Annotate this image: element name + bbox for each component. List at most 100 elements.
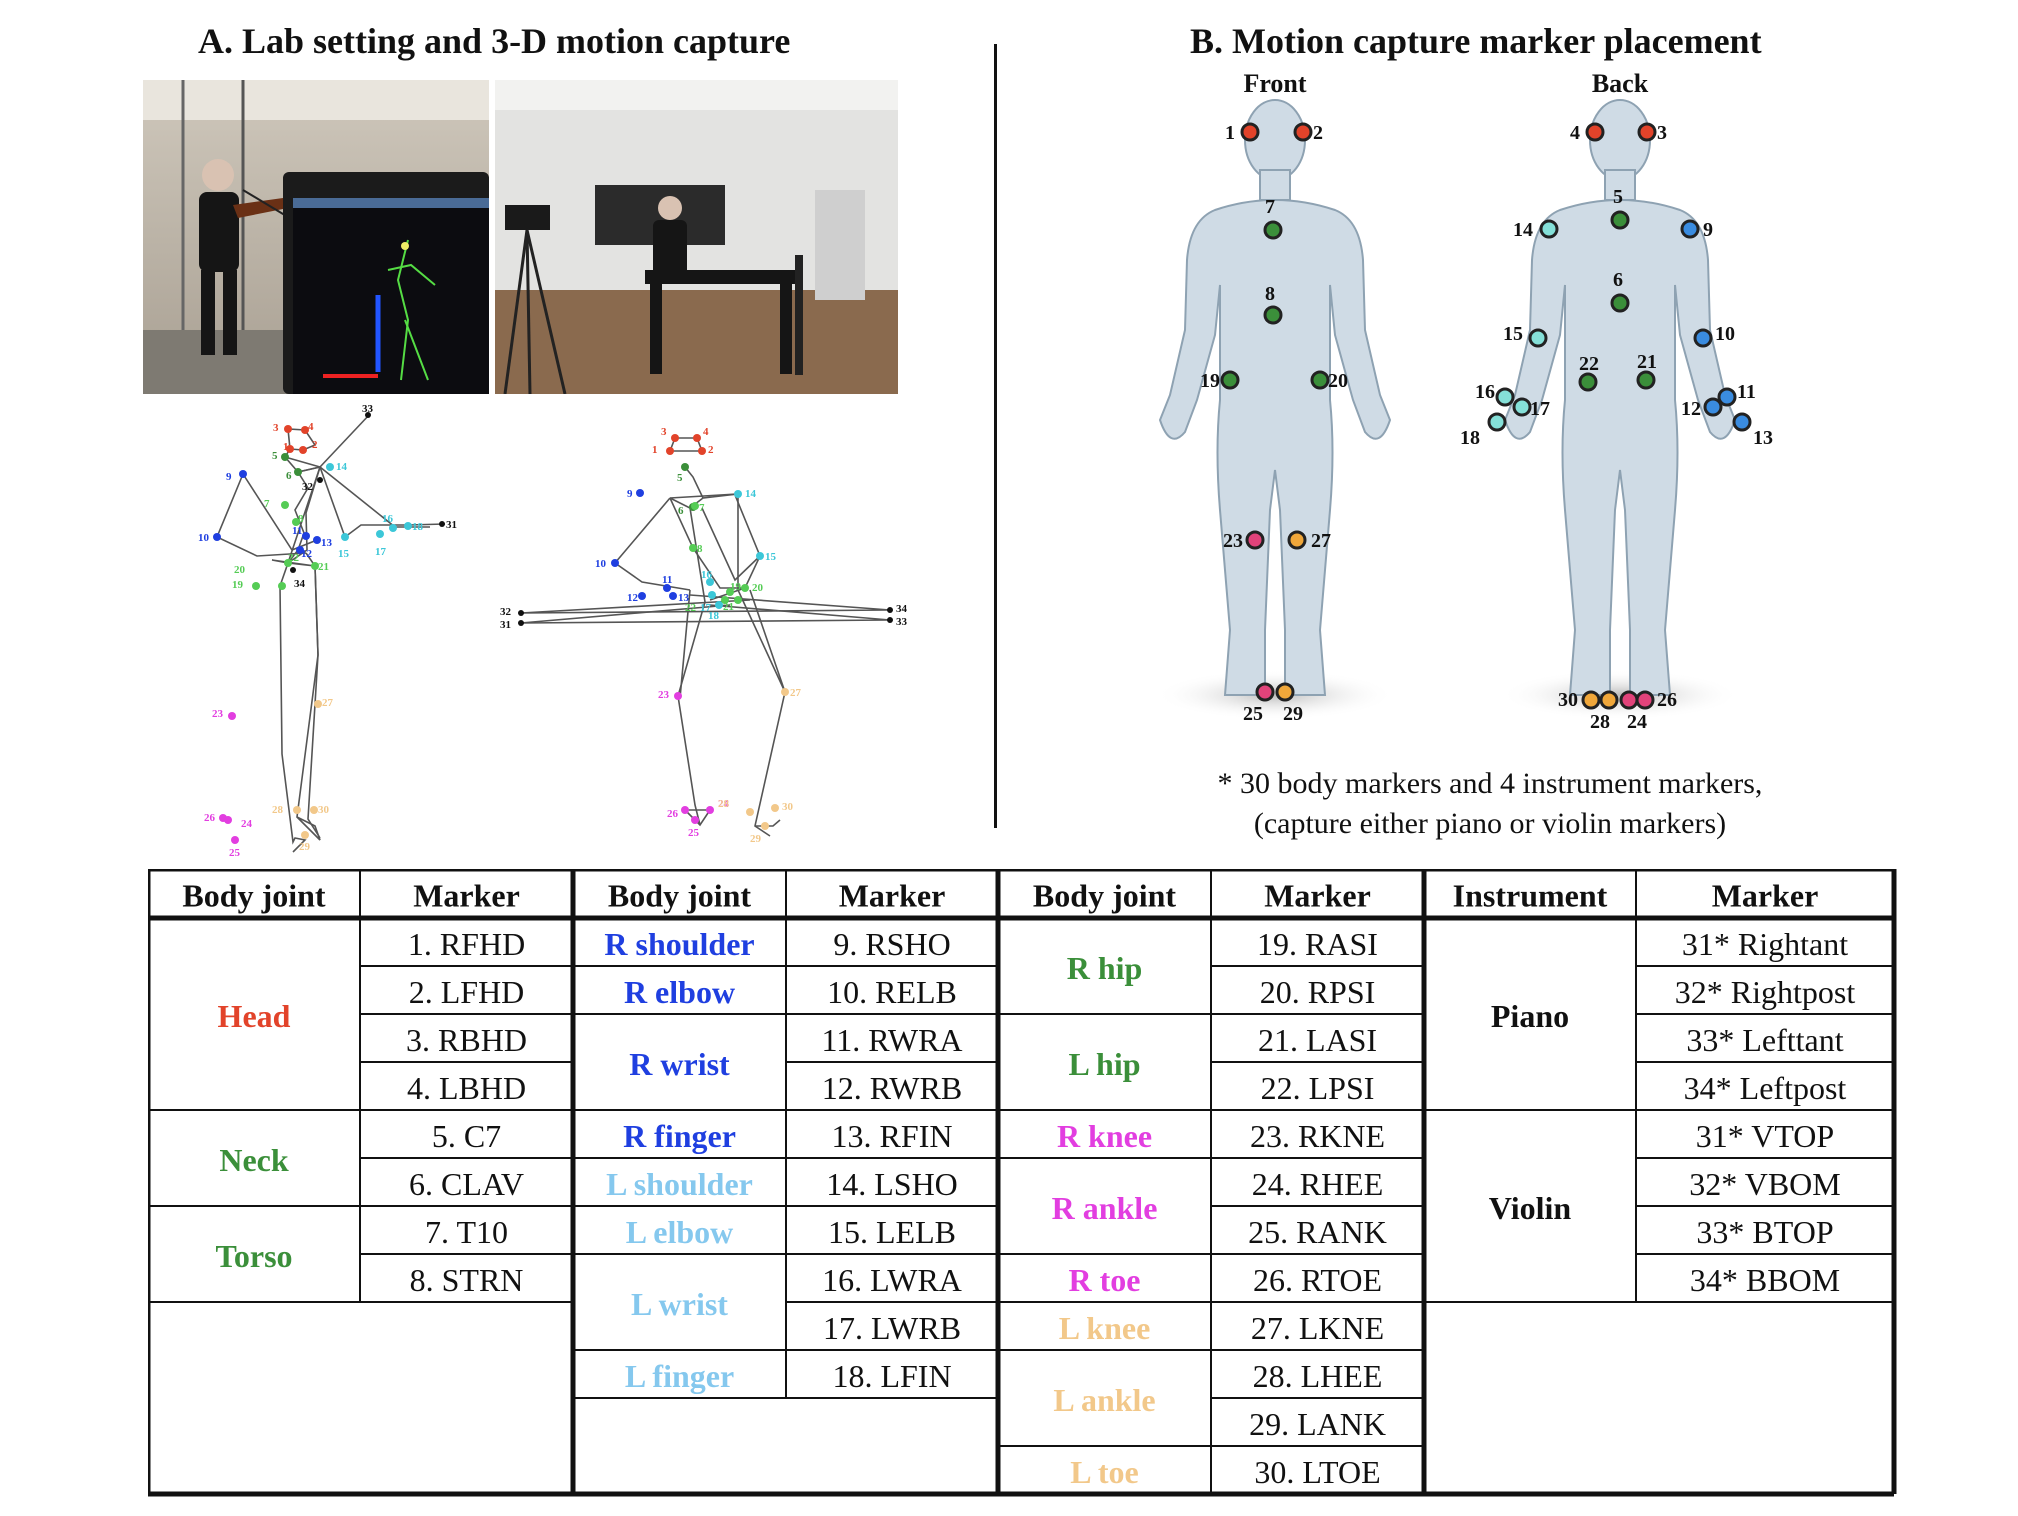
svg-text:20: 20 <box>1328 370 1348 392</box>
skl-r-28: 28 <box>718 798 730 810</box>
skl-l-20: 20 <box>234 564 246 576</box>
skl-l-21: 21 <box>318 561 329 573</box>
joint-cell: Piano <box>1491 998 1569 1034</box>
skl-r-25: 25 <box>688 827 700 839</box>
marker-cell: 21. LASI <box>1258 1022 1377 1058</box>
svg-text:24: 24 <box>1627 711 1647 733</box>
joint-cell: L hip <box>1068 1046 1140 1082</box>
skl-l-6: 6 <box>286 470 292 482</box>
svg-text:18: 18 <box>1460 427 1480 449</box>
front-marker-27 <box>1287 530 1307 550</box>
svg-text:8: 8 <box>1265 283 1275 305</box>
svg-text:30: 30 <box>1558 689 1578 711</box>
svg-text:17: 17 <box>1530 398 1550 420</box>
back-marker-16 <box>1495 387 1515 407</box>
marker-cell: 3. RBHD <box>406 1022 527 1058</box>
back-marker-11 <box>1717 387 1737 407</box>
joint-cell: R shoulder <box>604 926 754 962</box>
skl-l-25: 25 <box>229 847 241 859</box>
marker-cell: 20. RPSI <box>1260 974 1376 1010</box>
skl-r-2: 2 <box>708 444 714 456</box>
svg-text:3: 3 <box>1657 122 1667 144</box>
marker-cell: 4. LBHD <box>407 1070 526 1106</box>
svg-text:14: 14 <box>1513 219 1533 241</box>
skl-r-24: 24 <box>718 798 730 810</box>
marker-cell: 17. LWRB <box>823 1310 961 1346</box>
skl-r-4: 4 <box>703 426 709 438</box>
marker-cell: 23. RKNE <box>1250 1118 1385 1154</box>
joint-cell: R hip <box>1067 950 1143 986</box>
skl-l-7: 7 <box>264 498 270 510</box>
marker-cell: 19. RASI <box>1257 926 1378 962</box>
svg-text:10: 10 <box>1715 323 1735 345</box>
skl-l-2: 2 <box>312 439 318 451</box>
marker-cell: 30. LTOE <box>1254 1454 1380 1490</box>
joint-cell: R toe <box>1069 1262 1141 1298</box>
back-label: Back <box>1592 70 1649 98</box>
back-marker-13 <box>1732 412 1752 432</box>
marker-table: Body joint Marker Body joint Marker Body joi… <box>148 869 1898 1499</box>
svg-text:23: 23 <box>1223 530 1243 552</box>
skl-l-23: 23 <box>212 708 224 720</box>
header-2: Body joint <box>608 878 751 914</box>
front-marker-1 <box>1240 122 1260 142</box>
marker-cell: 31* VTOP <box>1696 1118 1834 1154</box>
svg-text:19: 19 <box>1200 370 1220 392</box>
skl-l-9: 9 <box>226 471 232 483</box>
skl-r-8: 8 <box>697 543 703 555</box>
marker-cell: 25. RANK <box>1248 1214 1387 1250</box>
back-marker-22 <box>1578 372 1598 392</box>
svg-text:27: 27 <box>1311 530 1331 552</box>
back-marker-26 <box>1635 690 1655 710</box>
violin-lab-photo <box>143 80 489 394</box>
skl-l-16: 16 <box>382 513 394 525</box>
joint-cell: L toe <box>1070 1454 1138 1490</box>
skl-l-22: 22 <box>288 552 300 564</box>
skl-r-20: 20 <box>752 582 764 594</box>
skl-r-15: 15 <box>765 551 777 563</box>
skl-l-26: 26 <box>204 812 216 824</box>
svg-text:13: 13 <box>1753 427 1773 449</box>
back-marker-6 <box>1610 293 1630 313</box>
front-marker-8 <box>1263 305 1283 325</box>
marker-cell: 15. LELB <box>828 1214 956 1250</box>
body-marker-figures: Front Back 1 2 7 8 19 20 23 27 25 29 4 3… <box>1130 70 1790 740</box>
back-marker-9 <box>1680 219 1700 239</box>
front-marker-29 <box>1275 682 1295 702</box>
skl-r-22: 22 <box>685 602 697 614</box>
front-marker-23 <box>1245 530 1265 550</box>
skeleton-diagrams: 1 2 3 4 5 6 7 8 9 10 11 12 13 14 15 16 1… <box>198 403 908 859</box>
back-body-silhouette <box>1503 99 1737 696</box>
note-line-2: (capture either piano or violin markers) <box>1253 807 1727 840</box>
joint-cell: L finger <box>625 1358 734 1394</box>
skl-r-21: 21 <box>723 601 734 613</box>
marker-cell: 32* Rightpost <box>1675 974 1856 1010</box>
header-1: Marker <box>413 878 520 914</box>
header-6: Instrument <box>1453 878 1608 914</box>
skl-r-10: 10 <box>595 558 607 570</box>
svg-text:1: 1 <box>1225 122 1235 144</box>
note-line-1: * 30 body markers and 4 instrument marke… <box>1217 767 1763 800</box>
svg-text:2: 2 <box>1313 122 1323 144</box>
skl-r-3: 3 <box>661 426 667 438</box>
svg-text:6: 6 <box>1613 269 1623 291</box>
front-marker-25 <box>1255 682 1275 702</box>
back-marker-24 <box>1619 690 1639 710</box>
header-3: Marker <box>839 878 946 914</box>
skl-l-14: 14 <box>336 461 348 473</box>
skl-r-32: 32 <box>500 606 512 618</box>
back-marker-5 <box>1610 210 1630 230</box>
header-5: Marker <box>1264 878 1371 914</box>
back-marker-17 <box>1512 397 1532 417</box>
skl-l-8: 8 <box>298 513 304 525</box>
marker-cell: 13. RFIN <box>832 1118 953 1154</box>
skl-r-23: 23 <box>658 689 670 701</box>
skl-l-32: 32 <box>302 481 314 493</box>
skl-r-30: 30 <box>782 801 794 813</box>
skl-l-1: 1 <box>283 441 289 453</box>
joint-cell: R elbow <box>624 974 735 1010</box>
skl-r-26: 26 <box>667 808 679 820</box>
skl-r-9: 9 <box>627 488 633 500</box>
joint-cell: Head <box>218 998 291 1034</box>
marker-cell: 34* Leftpost <box>1684 1070 1847 1106</box>
